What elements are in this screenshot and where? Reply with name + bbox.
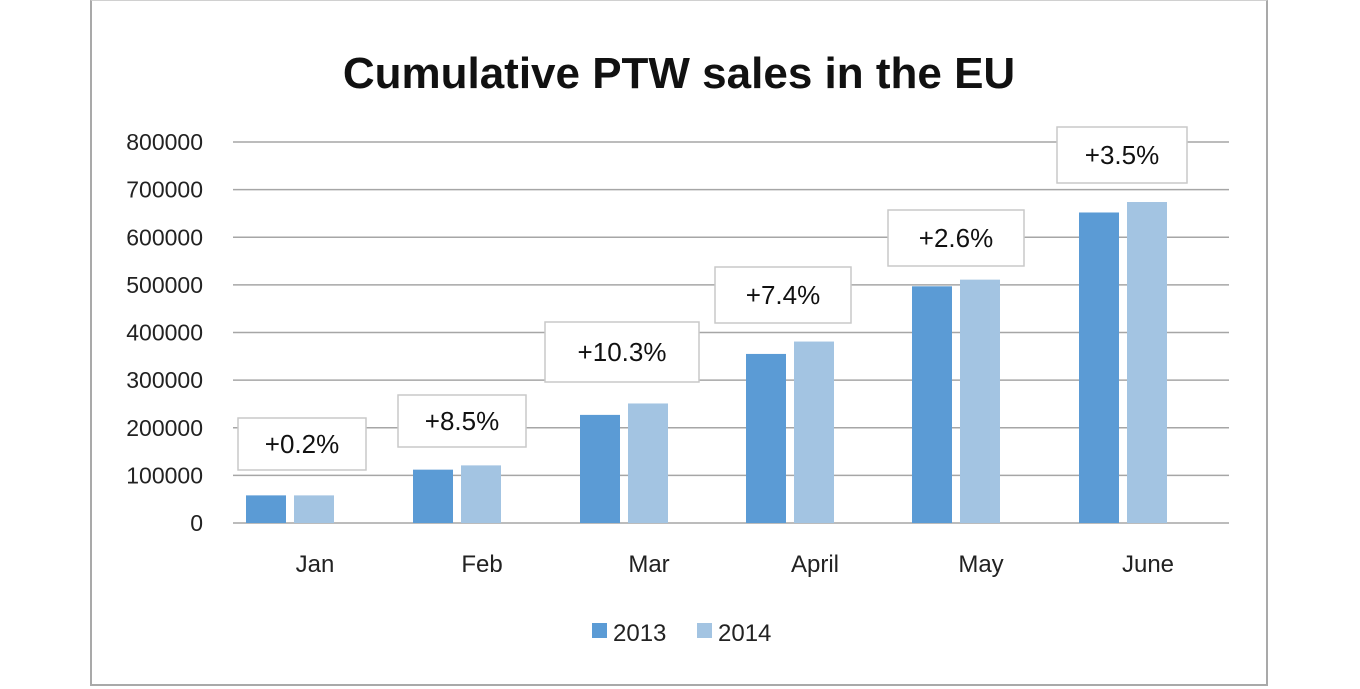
y-tick-label: 100000 bbox=[126, 462, 203, 488]
y-tick-label: 500000 bbox=[126, 272, 203, 298]
callout-label: +7.4% bbox=[746, 280, 820, 310]
callout-box bbox=[544, 321, 700, 383]
x-category-label: April bbox=[791, 551, 839, 578]
growth-callout: +2.6% bbox=[887, 209, 1025, 267]
callout-label: +3.5% bbox=[1085, 140, 1159, 170]
x-category-label: Jan bbox=[296, 551, 335, 578]
y-tick-label: 0 bbox=[190, 510, 203, 536]
callout-box bbox=[887, 209, 1025, 267]
bar-2013-feb bbox=[413, 469, 453, 523]
callout-label: +2.6% bbox=[919, 223, 993, 253]
bar-2013-mar bbox=[580, 414, 620, 523]
y-axis-ticks: 0 100000 200000 300000 400000 500000 600000 700… bbox=[126, 129, 203, 536]
growth-annotations: +0.2% +8.5% +10.3% +7.4% +2.6% +3.5% bbox=[237, 126, 1188, 471]
bar-2014-jan bbox=[294, 495, 334, 523]
growth-callout: +7.4% bbox=[714, 266, 852, 324]
x-category-label: May bbox=[958, 551, 1003, 578]
bar-2013-may bbox=[912, 286, 952, 523]
bar-2014-feb bbox=[461, 465, 501, 523]
bar-2013-april bbox=[746, 353, 786, 523]
x-category-label: Feb bbox=[461, 551, 502, 578]
legend: 2013 2014 bbox=[592, 620, 771, 647]
callout-box bbox=[1056, 126, 1188, 184]
chart-title: Cumulative PTW sales in the EU bbox=[343, 49, 1015, 98]
x-category-label: Mar bbox=[628, 551, 669, 578]
growth-callout: +0.2% bbox=[237, 417, 367, 471]
bar-2014-june bbox=[1127, 202, 1167, 523]
growth-callout: +10.3% bbox=[544, 321, 700, 383]
bar-2013-june bbox=[1079, 212, 1119, 524]
y-tick-label: 800000 bbox=[126, 129, 203, 155]
y-tick-label: 400000 bbox=[126, 320, 203, 346]
bar-2014-mar bbox=[628, 403, 668, 523]
legend-label: 2013 bbox=[613, 620, 666, 647]
callout-label: +10.3% bbox=[578, 337, 667, 367]
legend-item-2014: 2014 bbox=[697, 620, 771, 647]
callout-box bbox=[397, 394, 527, 448]
x-axis-categories: Jan Feb Mar April May June bbox=[296, 551, 1174, 578]
y-tick-label: 200000 bbox=[126, 415, 203, 441]
growth-callout: +8.5% bbox=[397, 394, 527, 448]
bars bbox=[246, 202, 1167, 524]
bar-2013-jan bbox=[246, 495, 286, 523]
y-tick-label: 600000 bbox=[126, 224, 203, 250]
bar-2014-may bbox=[960, 279, 1000, 523]
callout-box bbox=[714, 266, 852, 324]
legend-item-2013: 2013 bbox=[592, 620, 666, 647]
x-category-label: June bbox=[1122, 551, 1174, 578]
legend-swatch bbox=[592, 623, 607, 638]
callout-label: +8.5% bbox=[425, 406, 499, 436]
y-tick-label: 700000 bbox=[126, 177, 203, 203]
growth-callout: +3.5% bbox=[1056, 126, 1188, 184]
legend-label: 2014 bbox=[718, 620, 771, 647]
y-tick-label: 300000 bbox=[126, 367, 203, 393]
callout-label: +0.2% bbox=[265, 429, 339, 459]
bar-2014-april bbox=[794, 341, 834, 523]
legend-swatch bbox=[697, 623, 712, 638]
callout-box bbox=[237, 417, 367, 471]
